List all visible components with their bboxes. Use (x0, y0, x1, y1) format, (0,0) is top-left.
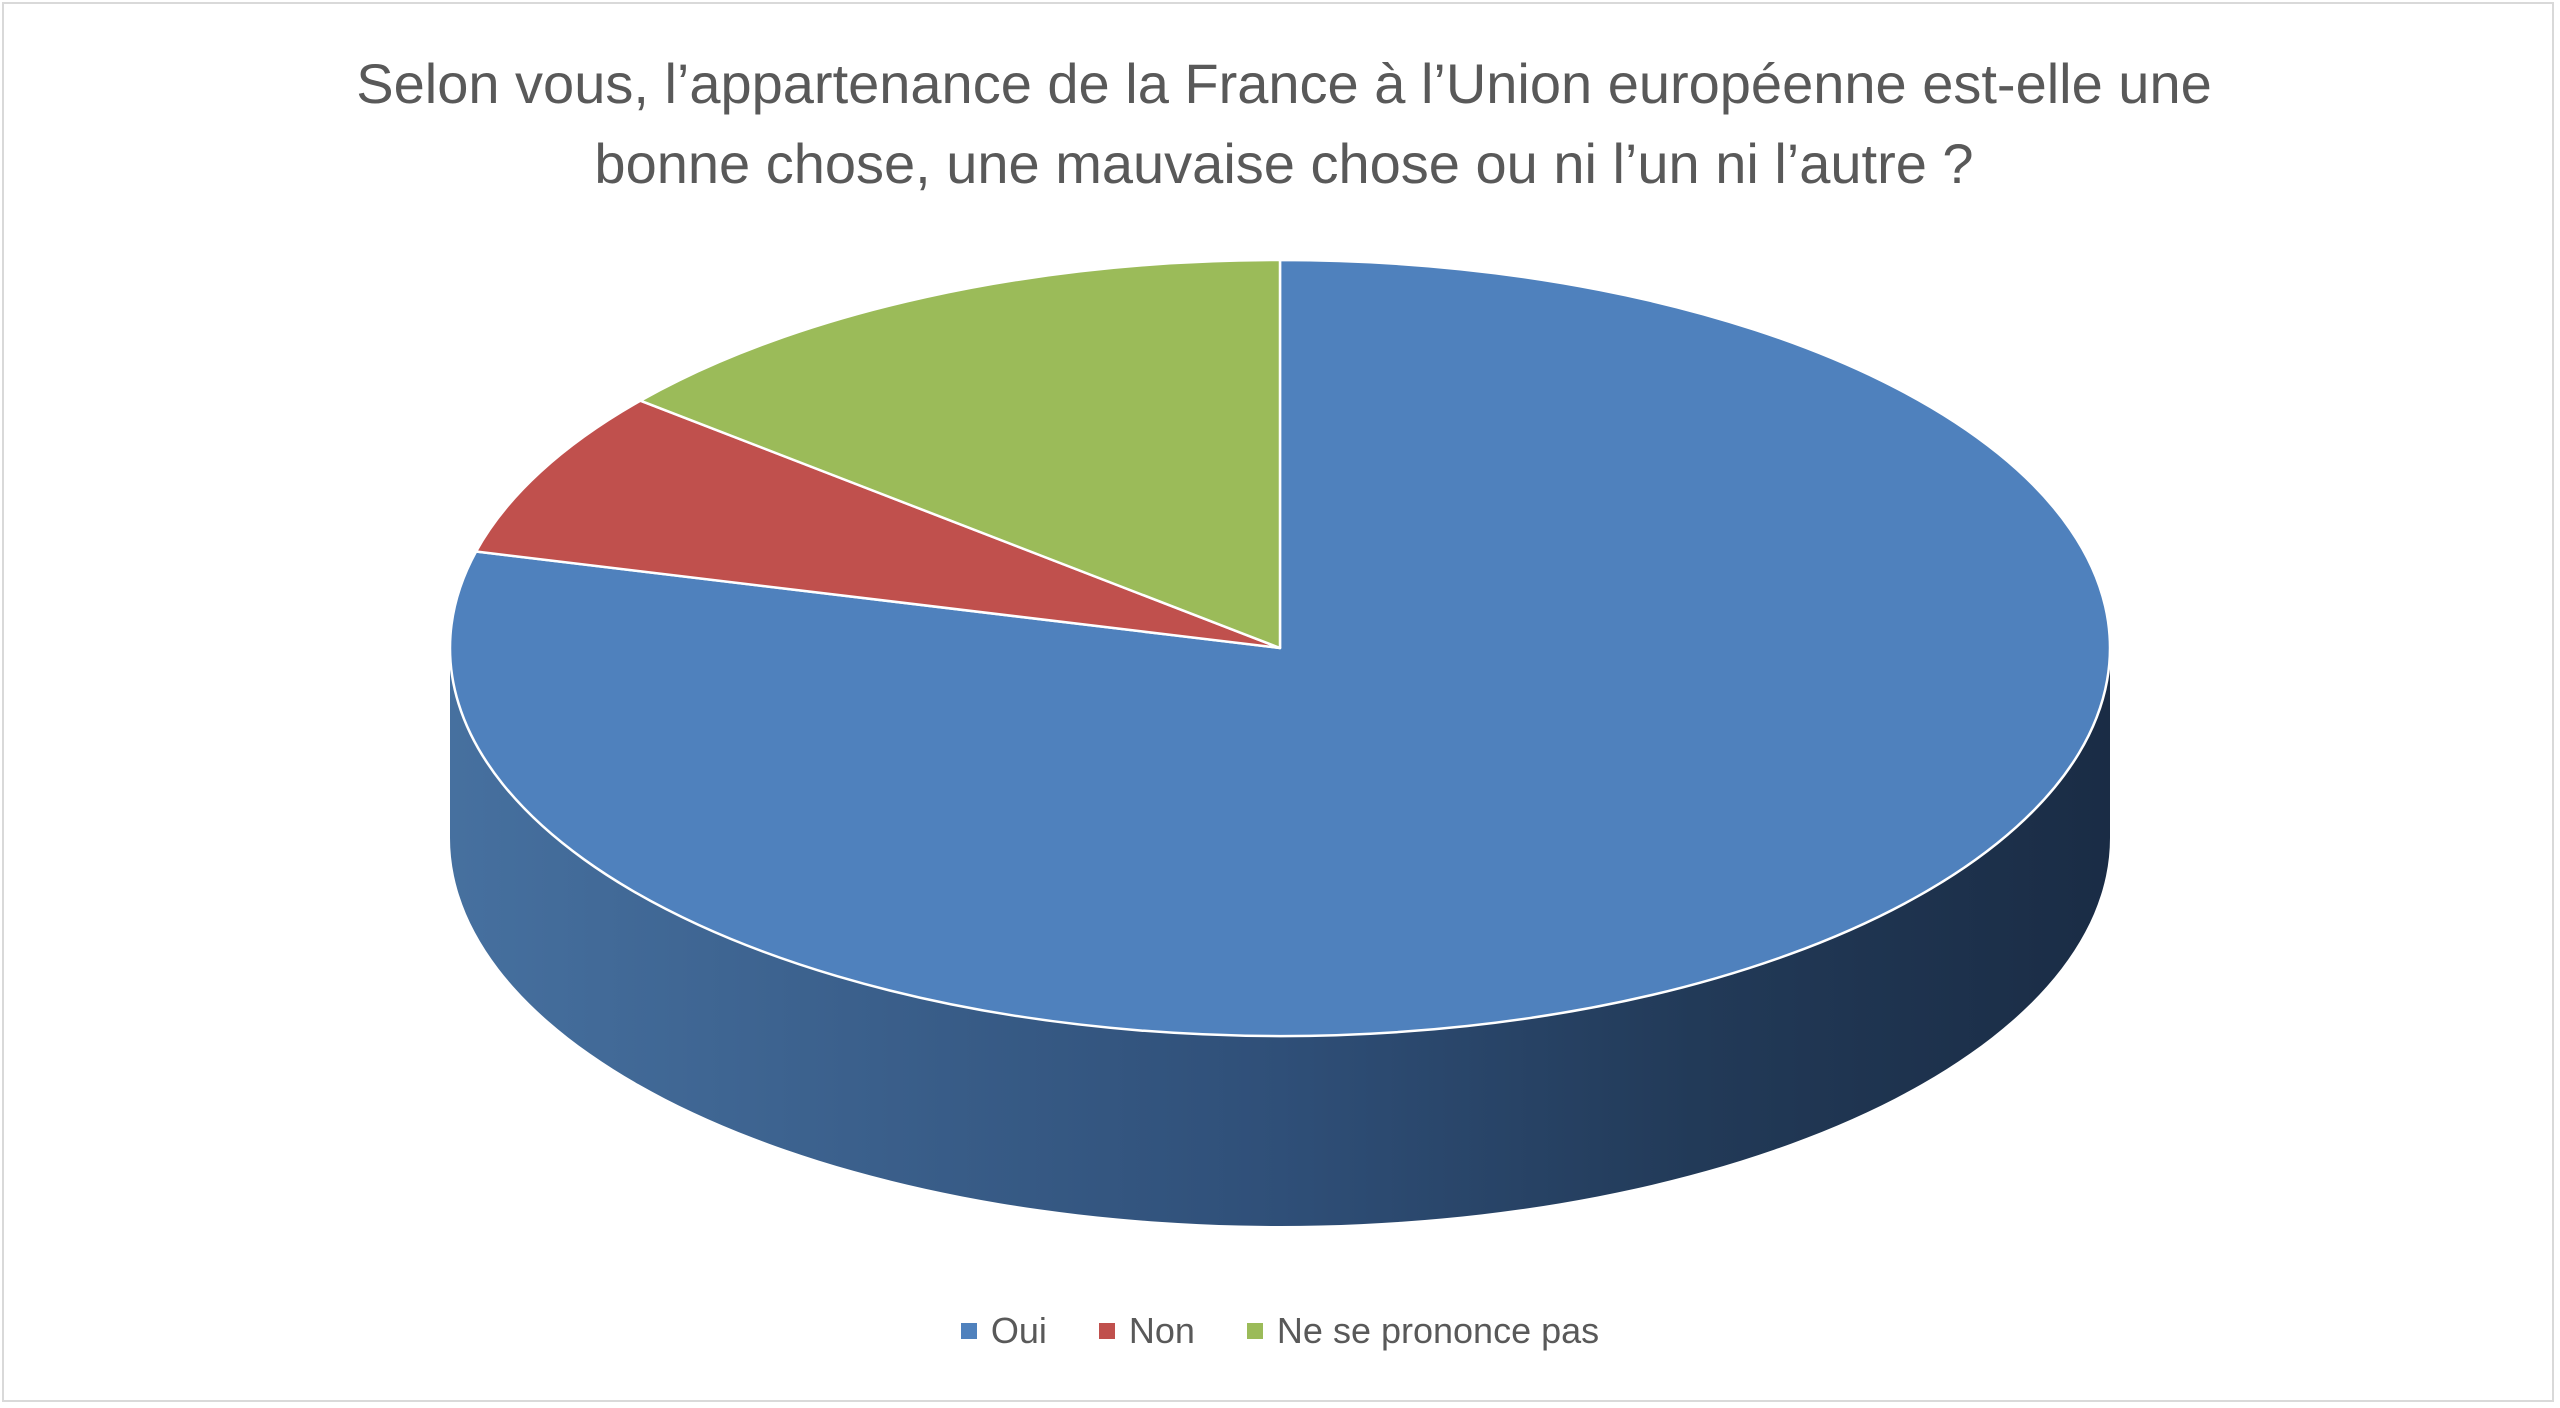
pie-slice-ne-se-prononce-pas (639, 258, 1282, 650)
chart-title: Selon vous, l’appartenance de la France … (204, 44, 2364, 204)
legend-label-oui: Oui (990, 1310, 1047, 1351)
legend-swatch-ne-se-prononce-pas (1246, 1323, 1263, 1339)
pie-side-wall (450, 648, 2110, 1226)
legend-swatch-oui (960, 1323, 977, 1339)
pie-slices (448, 258, 2112, 1038)
legend-swatch-non (1098, 1323, 1115, 1339)
legend-label-non: Non (1128, 1310, 1195, 1351)
legend-item-oui: Oui (960, 1310, 1047, 1352)
pie-side-oui (450, 648, 2110, 1226)
chart-title-line-2: bonne chose, une mauvaise chose ou ni l’… (594, 132, 1974, 195)
pie-slice-non (474, 399, 1282, 650)
legend-label-ne-se-prononce-pas: Ne se prononce pas (1276, 1310, 1600, 1351)
legend-item-ne-se-prononce-pas: Ne se prononce pas (1246, 1310, 1600, 1352)
legend-item-non: Non (1098, 1310, 1195, 1352)
chart-title-line-1: Selon vous, l’appartenance de la France … (356, 52, 2212, 115)
legend: Oui Non Ne se prononce pas (0, 1310, 2560, 1352)
